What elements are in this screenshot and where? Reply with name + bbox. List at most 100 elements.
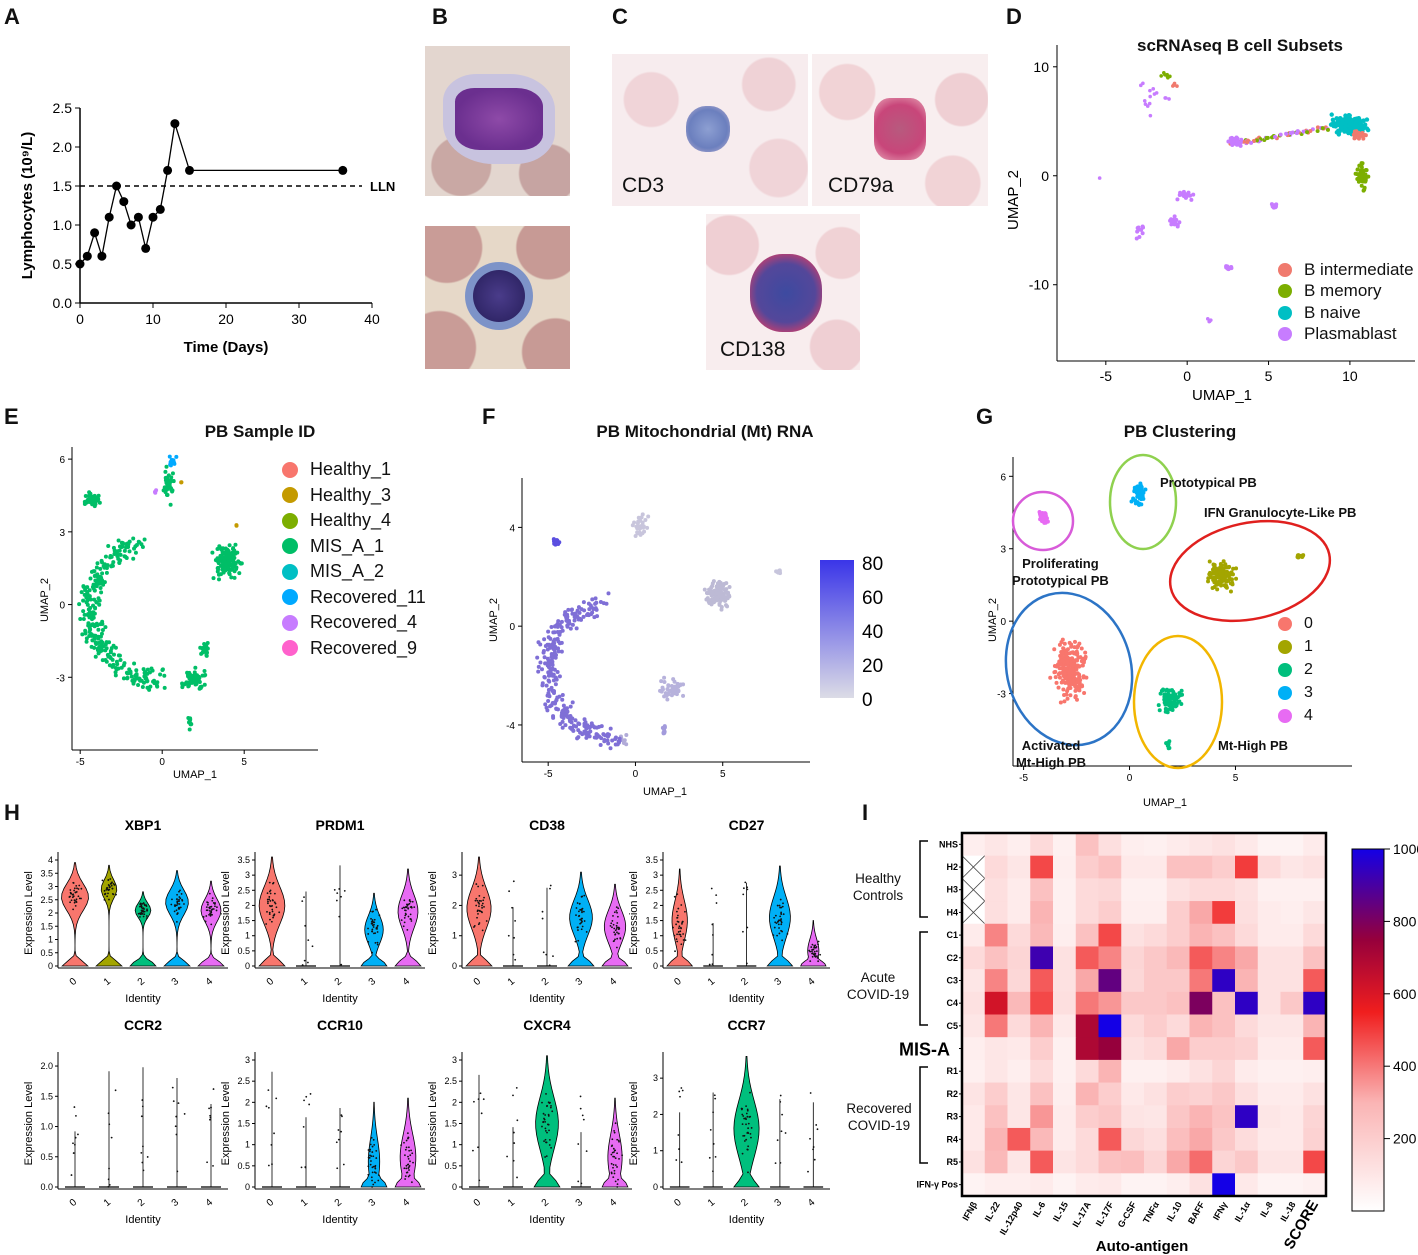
column-label: IL-12p40	[998, 1200, 1025, 1237]
heatmap-cell	[1030, 901, 1054, 925]
umap-point	[1355, 116, 1360, 121]
heatmap-cell	[1053, 1082, 1077, 1106]
umap-point	[1347, 120, 1352, 125]
heatmap-cell	[1121, 969, 1145, 993]
heatmap-cell	[1189, 969, 1213, 993]
heatmap-cell	[1189, 1105, 1213, 1129]
row-label: C3	[946, 975, 958, 985]
heatmap-cell	[1007, 855, 1031, 879]
umap-point	[224, 567, 229, 572]
umap-point	[104, 570, 109, 575]
heatmap-cell	[1189, 1014, 1213, 1038]
umap-point	[97, 598, 102, 603]
umap-point	[1139, 227, 1144, 232]
umap-point	[232, 575, 237, 580]
heatmap-cell	[1235, 946, 1259, 970]
panel-a-line-chart: 0 10 20 30 40 0.0 0.5 1.0 1.5 2.0 2.5 Time (Days) Ly…	[19, 100, 395, 356]
umap-point	[140, 684, 145, 689]
group-bracket	[919, 840, 928, 918]
column-label: IL-17A	[1070, 1200, 1093, 1229]
umap-point	[90, 622, 95, 627]
heatmap-cell	[1030, 946, 1054, 970]
umap-point	[1336, 122, 1341, 128]
panel-d-umap: -5 0 5 10 10 0 -10 UMAP_1 UMAP_2	[1005, 45, 1415, 404]
umap-point	[162, 685, 167, 690]
heatmap-cell	[1280, 969, 1304, 993]
heatmap-cell	[1189, 1037, 1213, 1061]
row-label: H4	[946, 907, 958, 917]
umap-point	[237, 571, 242, 576]
umap-point	[1189, 197, 1194, 202]
umap-point	[233, 542, 238, 547]
heatmap-cell	[1212, 855, 1236, 879]
heatmap-cell	[1189, 1059, 1213, 1084]
heatmap-cell	[1121, 833, 1145, 857]
umap-point	[116, 538, 121, 543]
row-label: R4	[946, 1134, 958, 1144]
heatmap-cell	[984, 969, 1008, 993]
umap-point	[1140, 224, 1145, 229]
heatmap-cell	[984, 1105, 1008, 1129]
colorbar	[1351, 848, 1385, 1212]
umap-point	[163, 469, 168, 474]
umap-point	[162, 487, 167, 492]
umap-point	[1172, 214, 1177, 219]
heatmap-cell	[1212, 1105, 1236, 1129]
umap-point	[1363, 172, 1368, 177]
umap-point	[230, 546, 235, 551]
umap-point	[124, 670, 129, 675]
umap-point	[1205, 317, 1210, 321]
heatmap-cell	[1166, 833, 1190, 857]
column-label: IL-6	[1031, 1200, 1048, 1219]
heatmap-cell	[1075, 923, 1099, 947]
heatmap-cell	[1098, 946, 1122, 970]
umap-point	[121, 676, 126, 681]
y-tick-label: -3	[56, 673, 65, 684]
heatmap-cell	[1235, 1105, 1259, 1129]
heatmap-cell	[1235, 1173, 1259, 1197]
umap-point	[143, 669, 148, 674]
heatmap-cell	[1007, 1150, 1031, 1174]
heatmap-cell	[1007, 1173, 1031, 1197]
umap-point	[164, 464, 169, 469]
umap-point	[1135, 229, 1140, 234]
umap-point	[1363, 176, 1368, 181]
heatmap-cell	[1257, 1150, 1281, 1174]
umap-point	[89, 495, 94, 500]
legend-item: B memory	[1278, 279, 1414, 305]
heatmap-cell	[984, 1150, 1008, 1174]
y-axis-label: Lymphocytes (10⁹/L)	[19, 132, 36, 279]
heatmap-cell	[1075, 878, 1099, 902]
data-point	[133, 212, 143, 222]
heatmap-cell	[1098, 923, 1122, 947]
heatmap-cell	[1075, 1173, 1099, 1197]
umap-point	[1356, 136, 1361, 141]
heatmap-cell	[962, 946, 986, 970]
heatmap-cell	[1189, 1150, 1213, 1174]
umap-point	[120, 541, 125, 546]
group-label-acute: Acute COVID-19	[846, 970, 910, 1002]
umap-point	[1254, 138, 1259, 143]
heatmap-cell	[1053, 878, 1077, 902]
heatmap-cell	[1144, 878, 1168, 902]
heatmap-cell	[1007, 1105, 1031, 1129]
umap-point	[90, 499, 95, 504]
umap-point	[1361, 136, 1366, 141]
heatmap-cell	[1053, 1150, 1077, 1174]
column-label: TNFα	[1141, 1200, 1161, 1225]
heatmap-cell	[1030, 1014, 1054, 1038]
umap-point	[1175, 197, 1180, 202]
umap-point	[118, 558, 123, 563]
umap-point	[1191, 192, 1196, 197]
data-point	[97, 251, 107, 261]
heatmap-cell	[1075, 855, 1099, 879]
umap-point	[1342, 121, 1348, 126]
umap-point	[1364, 168, 1369, 173]
row-label: C4	[946, 998, 958, 1008]
umap-point	[82, 592, 87, 597]
umap-point	[1151, 87, 1156, 91]
umap-point	[1294, 131, 1299, 136]
heatmap-cell	[1098, 878, 1122, 902]
